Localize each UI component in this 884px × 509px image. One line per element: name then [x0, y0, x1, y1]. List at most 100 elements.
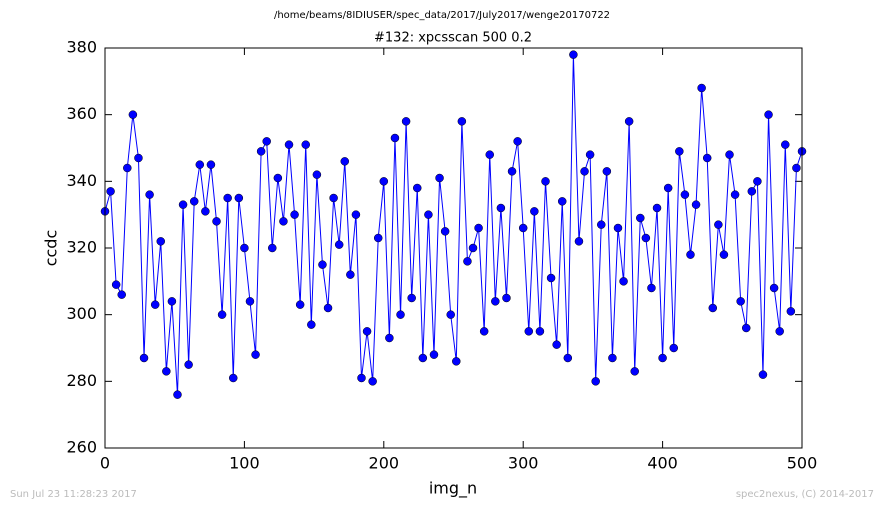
point	[329, 193, 338, 203]
point	[708, 303, 718, 313]
y-tick-label: 360	[66, 104, 97, 123]
point	[675, 147, 684, 156]
point	[468, 243, 478, 253]
series-line	[104, 54, 803, 395]
point	[234, 193, 244, 203]
point	[574, 237, 584, 246]
point	[334, 240, 344, 249]
point	[513, 137, 522, 146]
point	[145, 190, 154, 199]
point	[435, 173, 444, 183]
point	[663, 183, 673, 193]
point	[195, 160, 205, 169]
point	[178, 200, 188, 209]
chart-title: /home/beams/8IDIUSER/spec_data/2017/July…	[274, 10, 610, 21]
point	[396, 310, 405, 319]
point	[223, 193, 232, 203]
point	[563, 353, 573, 363]
point	[641, 233, 651, 243]
x-tick-label: 300	[508, 454, 539, 473]
point	[546, 273, 556, 283]
point	[150, 300, 160, 309]
point	[792, 163, 801, 173]
point	[652, 203, 662, 213]
point	[379, 177, 389, 186]
point	[201, 207, 210, 216]
point	[658, 353, 667, 363]
y-tick-label: 340	[66, 171, 97, 190]
point	[507, 167, 517, 176]
point	[307, 320, 316, 329]
point	[323, 303, 333, 313]
y-tick-label: 320	[66, 238, 97, 257]
point	[262, 137, 271, 146]
point	[184, 360, 193, 369]
point	[479, 327, 489, 336]
point	[251, 350, 260, 359]
point	[245, 297, 255, 306]
point	[702, 153, 712, 163]
point	[613, 223, 623, 233]
point	[619, 277, 628, 286]
point	[117, 290, 126, 299]
point	[753, 177, 762, 186]
point	[597, 220, 606, 229]
y-tick-label: 280	[66, 371, 97, 390]
point	[424, 210, 433, 219]
point	[351, 210, 361, 219]
point	[764, 110, 773, 119]
point	[591, 377, 600, 386]
point	[429, 350, 439, 359]
point	[156, 237, 166, 246]
x-tick-label: 400	[647, 454, 678, 473]
chart-subtitle: #132: xpcsscan 500 0.2	[374, 31, 532, 46]
point	[569, 50, 578, 59]
point	[747, 187, 757, 196]
point	[463, 257, 472, 266]
point	[340, 157, 350, 166]
footer-left: Sun Jul 23 11:28:23 2017	[10, 489, 137, 500]
point	[401, 117, 411, 126]
point	[474, 223, 483, 233]
point	[697, 83, 706, 93]
point	[457, 117, 467, 126]
point	[530, 207, 539, 216]
plot-frame	[104, 47, 803, 449]
point	[407, 293, 416, 303]
point	[134, 153, 143, 163]
point	[781, 140, 790, 149]
y-axis-label: ccdc	[42, 230, 61, 267]
point	[686, 250, 695, 259]
point	[123, 163, 132, 173]
point	[173, 390, 182, 399]
x-tick-label: 200	[369, 454, 400, 473]
point	[608, 353, 617, 363]
point	[128, 110, 138, 119]
point	[580, 167, 589, 176]
point	[775, 327, 784, 336]
point	[162, 367, 171, 376]
point	[624, 117, 634, 126]
point	[390, 133, 400, 143]
point	[284, 140, 294, 149]
point	[669, 343, 679, 353]
point	[485, 150, 494, 159]
point	[217, 310, 227, 319]
point	[446, 310, 455, 319]
point	[602, 167, 612, 176]
point	[491, 297, 500, 306]
point	[318, 260, 327, 269]
footer-right: spec2nexus, (C) 2014-2017	[736, 489, 874, 500]
point	[240, 243, 249, 253]
point	[714, 220, 723, 229]
point	[680, 190, 690, 199]
point	[418, 353, 428, 363]
point	[647, 283, 656, 293]
point	[212, 217, 221, 226]
point	[691, 200, 701, 209]
point	[518, 223, 528, 233]
point	[357, 373, 366, 383]
point	[228, 373, 238, 383]
point	[552, 340, 561, 349]
x-tick-label: 0	[100, 454, 110, 473]
